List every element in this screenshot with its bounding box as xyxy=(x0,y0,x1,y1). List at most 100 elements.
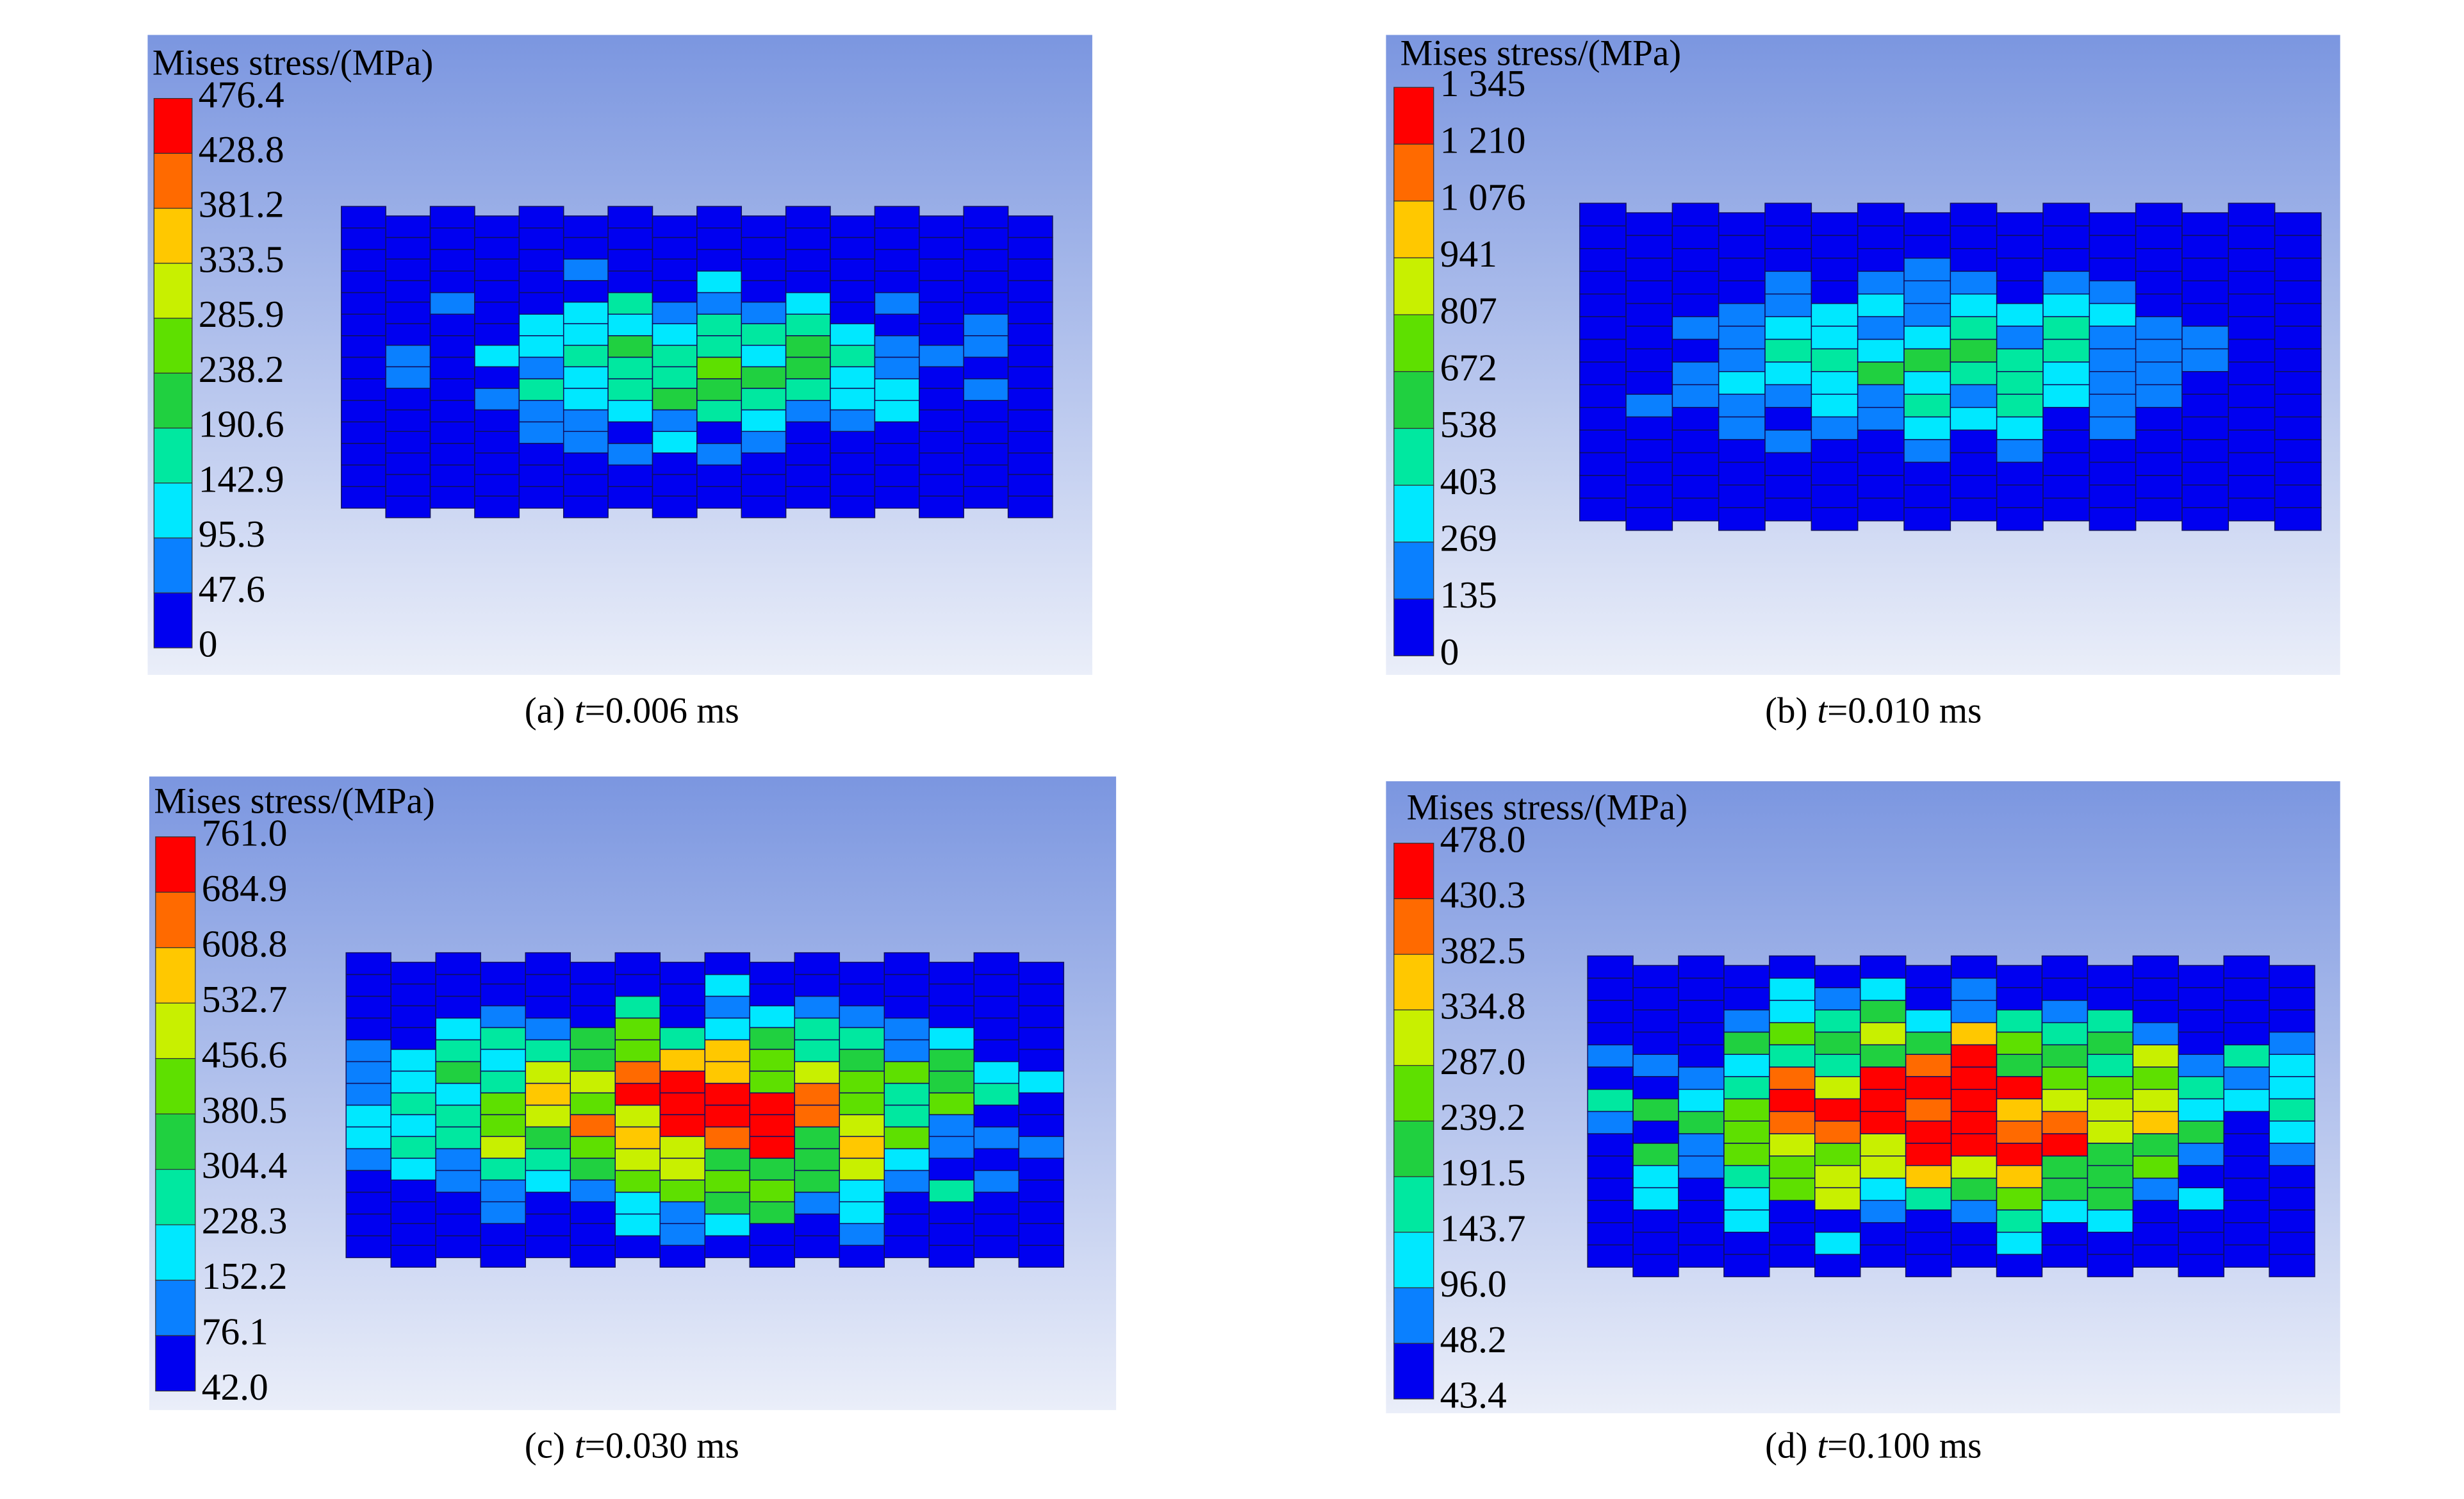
model-cell xyxy=(2274,416,2322,440)
model-cell xyxy=(749,961,796,985)
legend-swatch xyxy=(153,317,193,374)
model-cell xyxy=(1632,965,1679,988)
model-cell xyxy=(2274,280,2322,304)
model-cell xyxy=(525,1082,571,1106)
model-cell xyxy=(2181,484,2230,508)
model-cell xyxy=(563,280,609,303)
model-cell xyxy=(1764,361,1812,386)
legend-swatch xyxy=(1393,314,1434,372)
model-cell xyxy=(435,973,481,997)
model-cell xyxy=(435,1126,481,1150)
model-cell xyxy=(1859,1044,1907,1068)
legend-swatch xyxy=(153,208,193,264)
model-cell xyxy=(883,995,930,1019)
caption-label: (d) xyxy=(1765,1426,1807,1466)
model-cell xyxy=(518,335,564,358)
model-cell xyxy=(874,227,920,251)
model-cell xyxy=(1018,1027,1065,1050)
model-cell xyxy=(1811,302,1859,327)
model-cell xyxy=(1671,248,1720,272)
model-cell xyxy=(435,1148,481,1172)
model-cell xyxy=(1903,484,1951,508)
model-cell xyxy=(2228,270,2276,295)
model-cell xyxy=(429,292,475,315)
model-cell xyxy=(2041,1200,2089,1223)
caption-label: (c) xyxy=(525,1426,565,1466)
model-cell xyxy=(1007,258,1053,281)
model-cell xyxy=(525,1170,571,1193)
model-cell xyxy=(874,421,920,444)
legend-label: 135 xyxy=(1440,574,1497,616)
model-cell xyxy=(928,1092,975,1116)
model-cell xyxy=(973,1017,1020,1041)
model-cell xyxy=(341,270,386,294)
model-cell xyxy=(830,431,876,454)
model-cell xyxy=(1950,1177,1998,1201)
model-cell xyxy=(1587,1200,1634,1223)
model-cell xyxy=(794,973,841,997)
model-cell xyxy=(874,464,920,487)
model-cell xyxy=(429,270,475,294)
model-cell xyxy=(919,366,964,389)
model-cell xyxy=(474,409,520,432)
model-cell xyxy=(741,388,787,411)
model-cell xyxy=(1996,439,2044,463)
model-cell xyxy=(1764,338,1812,363)
model-cell xyxy=(1579,248,1627,272)
model-cell xyxy=(1859,1066,1907,1090)
model-cell xyxy=(1857,406,1905,431)
model-cell xyxy=(1018,1245,1065,1268)
model-cell xyxy=(2041,1000,2089,1023)
model-cell xyxy=(341,206,386,229)
model-cell xyxy=(1579,475,1627,499)
model-cell xyxy=(390,1092,436,1116)
model-cell xyxy=(785,443,831,466)
model-cell xyxy=(1811,235,1859,259)
model-cell xyxy=(2135,475,2183,499)
model-cell xyxy=(2178,1209,2224,1233)
model-cell xyxy=(2135,497,2183,522)
model-cell xyxy=(429,335,475,358)
legend-label: 428.8 xyxy=(199,128,284,170)
model-cell xyxy=(1857,270,1905,295)
model-cell xyxy=(518,227,564,251)
model-cell xyxy=(874,356,920,379)
legend-title: Mises stress/(MPa) xyxy=(1400,33,1681,74)
model-cell xyxy=(2087,1231,2134,1255)
model-cell xyxy=(1811,439,1859,463)
caption: (a) t=0.006 ms xyxy=(525,690,739,731)
legend-label: 807 xyxy=(1440,290,1497,332)
model-cell xyxy=(830,215,876,238)
model-cell xyxy=(429,313,475,336)
model-cell xyxy=(570,1048,616,1072)
legend-label: 532.7 xyxy=(202,978,288,1020)
model-cell xyxy=(1723,965,1770,988)
model-cell xyxy=(1950,1133,1998,1157)
model-cell xyxy=(1625,484,1673,508)
model-cell xyxy=(1718,258,1766,281)
model-cell xyxy=(704,1061,751,1084)
legend-title: Mises stress/(MPa) xyxy=(152,42,433,83)
model-cell xyxy=(2223,1133,2270,1157)
legend-swatch xyxy=(1393,257,1434,315)
model-cell xyxy=(1764,384,1812,408)
model-cell xyxy=(652,344,698,368)
model-cell xyxy=(1007,474,1053,497)
model-cell xyxy=(794,1126,841,1150)
model-cell xyxy=(1903,393,1951,418)
model-cell xyxy=(1718,484,1766,508)
legend-swatch xyxy=(1393,1287,1434,1344)
model-cell xyxy=(518,313,564,336)
legend-title: Mises stress/(MPa) xyxy=(154,781,434,822)
model-cell xyxy=(480,1092,526,1116)
model-cell xyxy=(794,1213,841,1237)
model-cell xyxy=(883,1104,930,1128)
model-cell xyxy=(474,258,520,281)
model-cell xyxy=(2269,1031,2315,1055)
model-cell xyxy=(2181,235,2230,259)
model-cell xyxy=(345,1235,391,1259)
model-cell xyxy=(525,1235,571,1259)
model-cell xyxy=(345,1082,391,1106)
model-cell xyxy=(1764,248,1812,272)
model-cell xyxy=(2223,1088,2270,1113)
